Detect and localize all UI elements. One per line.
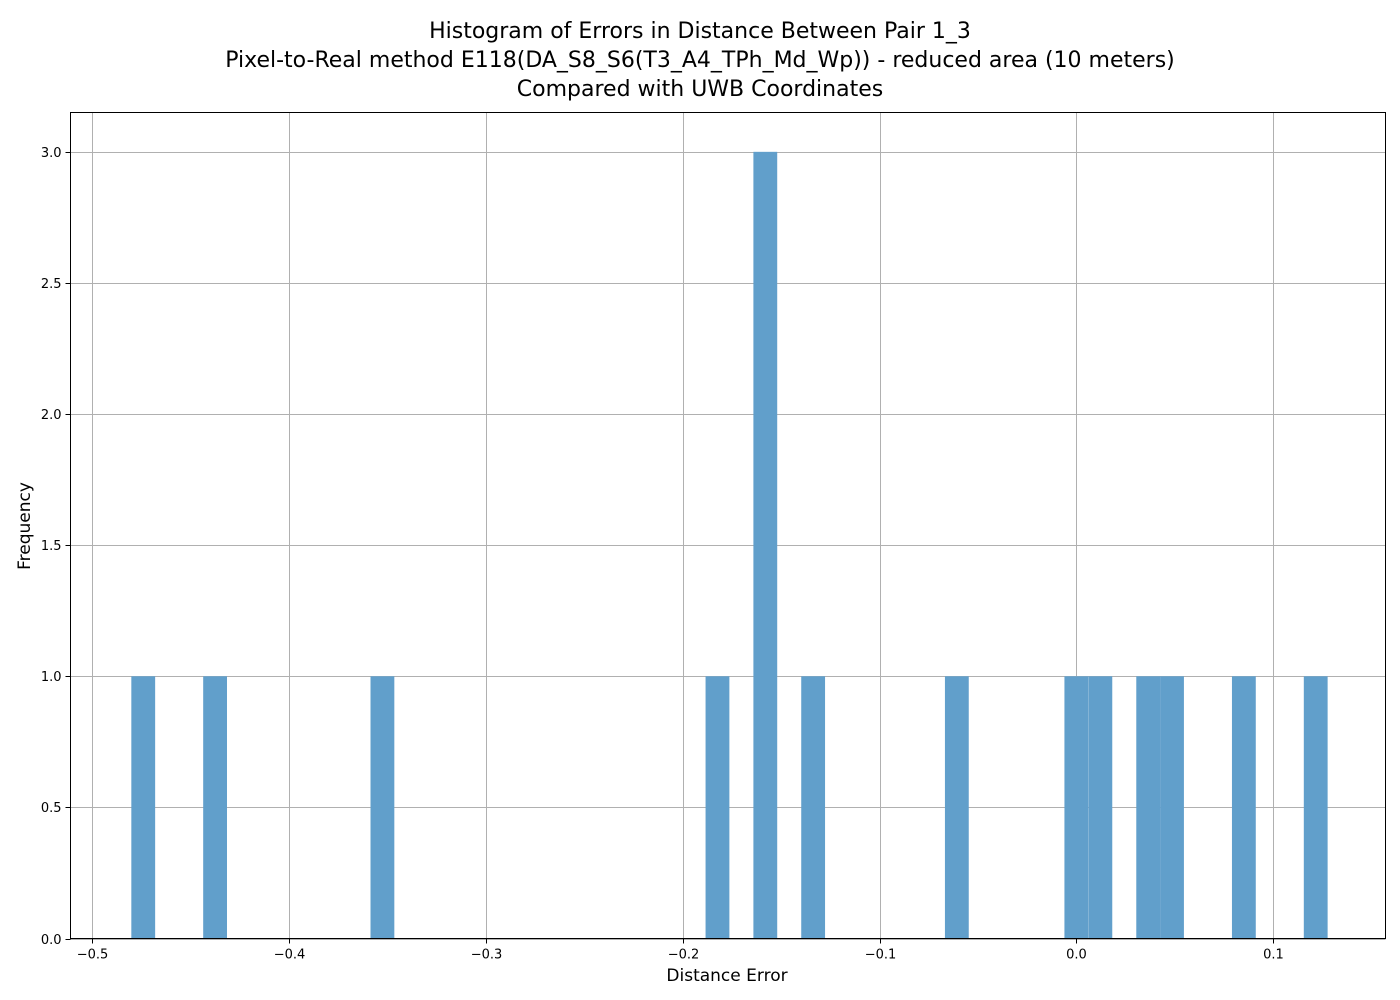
x-tick-label: −0.5: [77, 948, 109, 963]
histogram-bar: [1231, 676, 1256, 939]
y-tick-label: 1.5: [41, 539, 62, 554]
x-tick-label: −0.1: [865, 948, 897, 963]
chart-title-line-3: Compared with UWB Coordinates: [517, 77, 883, 102]
x-axis-ticks: −0.5 −0.4 −0.3 −0.2 −0.1 0.0 0.1: [77, 938, 1284, 963]
y-tick-label: 2.5: [41, 277, 62, 292]
histogram-bar: [1160, 676, 1184, 939]
y-axis-ticks: 0.0 0.5 1.0 1.5 2.0 2.5 3.0: [41, 146, 71, 948]
chart-title: Histogram of Errors in Distance Between …: [225, 19, 1175, 102]
chart-title-line-2: Pixel-to-Real method E118(DA_S8_S6(T3_A4…: [225, 48, 1175, 73]
histogram-bar: [753, 151, 778, 939]
histogram-bar: [131, 676, 156, 939]
histogram-bar: [1136, 676, 1161, 939]
y-tick-label: 3.0: [41, 146, 62, 161]
x-tick-label: −0.2: [668, 948, 700, 963]
x-tick-label: −0.3: [471, 948, 503, 963]
histogram-bar: [1064, 676, 1089, 939]
histogram-bar: [705, 676, 730, 939]
plot-area-frame: [70, 112, 1386, 939]
y-axis-label: Frequency: [15, 482, 35, 570]
x-tick-label: −0.4: [274, 948, 306, 963]
histogram-bar: [1303, 676, 1328, 939]
y-tick-label: 0.0: [41, 933, 62, 948]
histogram-bar: [370, 676, 395, 939]
chart-title-line-1: Histogram of Errors in Distance Between …: [429, 19, 971, 44]
histogram-bar: [203, 676, 228, 939]
y-tick-label: 2.0: [41, 408, 62, 423]
histogram-bars: [131, 151, 1328, 939]
histogram-bar: [801, 676, 826, 939]
x-tick-label: 0.0: [1066, 948, 1087, 963]
histogram-bar: [944, 676, 969, 939]
y-tick-label: 1.0: [41, 670, 62, 685]
x-axis-label: Distance Error: [666, 966, 787, 986]
grid-lines: [70, 112, 1386, 940]
x-tick-label: 0.1: [1263, 948, 1284, 963]
y-tick-label: 0.5: [41, 801, 62, 816]
histogram-bar: [1088, 676, 1113, 939]
